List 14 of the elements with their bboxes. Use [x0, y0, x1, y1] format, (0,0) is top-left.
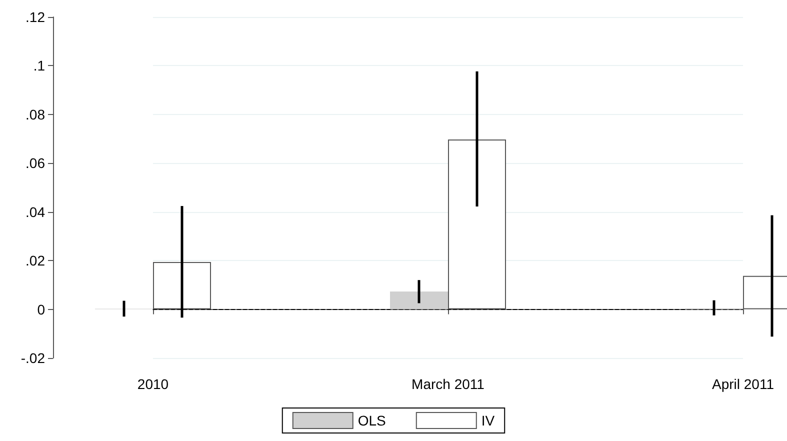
legend-label: IV	[481, 412, 496, 428]
y-tick-label: -.02	[20, 350, 46, 366]
y-tick-label: .02	[26, 252, 46, 269]
y-tick-label: 0	[37, 301, 46, 318]
bar	[390, 292, 448, 310]
y-tick-label: .08	[26, 106, 46, 122]
x-tick-label: April 2011	[712, 376, 774, 392]
y-tick-label: .04	[26, 204, 46, 220]
x-tick-label: 2010	[137, 376, 169, 392]
x-tick-label: March 2011	[412, 376, 485, 392]
y-tick-label: .12	[26, 9, 46, 25]
y-tick-label: .06	[26, 155, 46, 172]
y-tick-label: .1	[33, 58, 46, 74]
legend-label: OLS	[358, 412, 386, 428]
